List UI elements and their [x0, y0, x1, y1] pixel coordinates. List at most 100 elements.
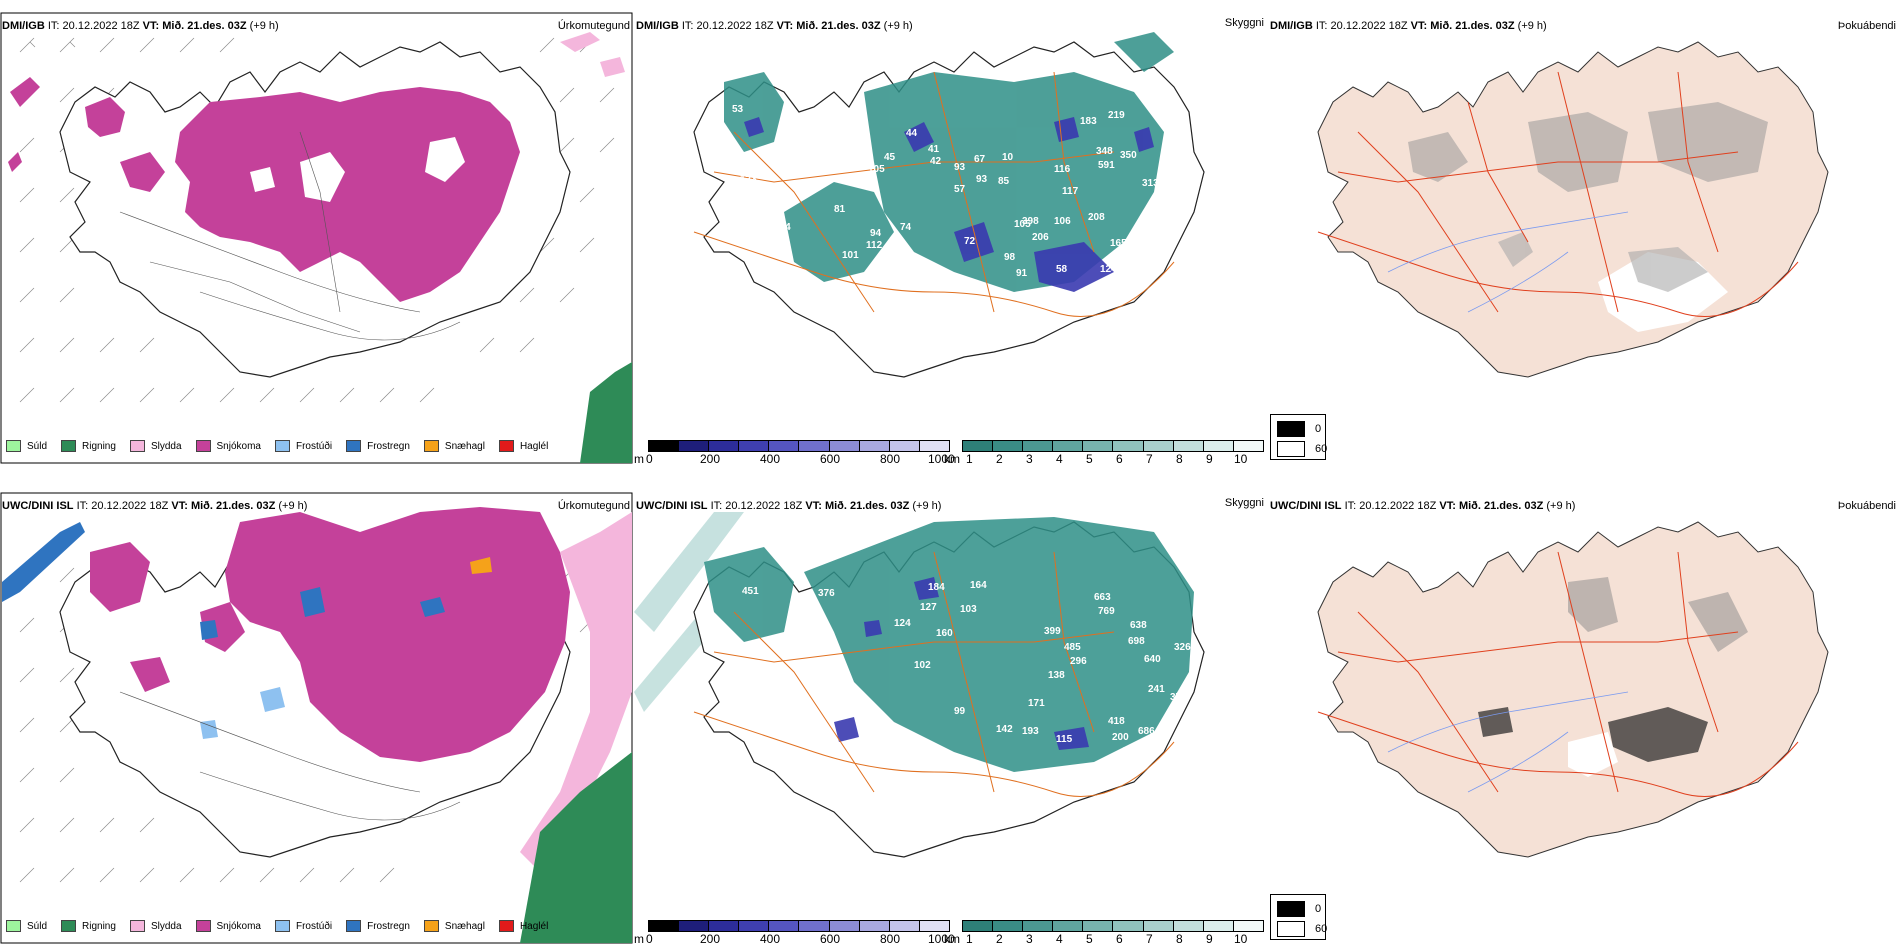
vis-label: 376	[818, 588, 835, 599]
vis-label: 105	[868, 164, 885, 175]
legend-label: Snæhagl	[444, 440, 485, 452]
model-name: UWC/DINI ISL	[636, 500, 708, 512]
visibility-km-colorbar	[962, 920, 1264, 932]
vis-label: 123	[740, 174, 757, 185]
tick: 5	[1086, 452, 1093, 466]
vis-label: 103	[960, 604, 977, 615]
precip-legend: Súld Rigning Slydda Snjókoma Frostúði Fr…	[6, 920, 548, 932]
km-unit: km	[944, 932, 960, 946]
vis-label: 379	[1170, 692, 1187, 703]
vis-label: 183	[1080, 116, 1097, 127]
legend-label: Frostregn	[367, 920, 410, 932]
legend-label: Súld	[27, 920, 48, 932]
vt-label: VT:	[142, 20, 160, 32]
visibility-blue-areas	[744, 117, 1154, 292]
legend-swatch	[61, 920, 77, 932]
panel-title-precip-type: Úrkomutegund	[557, 500, 630, 512]
vis-label: 206	[1032, 232, 1049, 243]
visibility-value-labels: 451 623 376 184 164 127 103 124 160 102 …	[742, 580, 1191, 877]
vis-label: 141	[930, 380, 947, 391]
vis-label: 324	[774, 222, 791, 233]
precip-type-map-uwc	[0, 492, 633, 944]
tick: 8	[1176, 452, 1183, 466]
vt-label: VT:	[171, 500, 188, 512]
vis-label: 138	[1048, 670, 1065, 681]
vis-label: 55	[754, 214, 766, 225]
vt-label: VT:	[1439, 500, 1456, 512]
tick: 800	[880, 452, 901, 466]
forecast-offset: (+9 h)	[249, 20, 279, 32]
header-row2-precip: UWC/DINI ISL IT: 20.12.2022 18Z VT: Mið.…	[2, 500, 307, 512]
legend-item-sudl: Súld	[6, 920, 47, 932]
vis-label: 110	[1060, 300, 1077, 311]
vis-label: 45	[884, 152, 896, 163]
vis-label: 164	[970, 580, 987, 591]
panel-precip-type-dmi: DMI/IGB IT: 20.12.2022 18Z VT: Mið. 21.d…	[0, 12, 634, 464]
vis-label: 418	[1108, 716, 1125, 727]
vis-label: 200	[1112, 732, 1129, 743]
fog-legend-min: 0	[1315, 423, 1322, 435]
vt-value: Mið. 21.des. 03Z	[162, 20, 247, 32]
it-label: IT:	[681, 20, 694, 32]
vt-label: VT:	[805, 500, 822, 512]
visibility-value-labels: 53 123 46 81 324 55 101 112 94 74 105 45…	[732, 104, 1187, 391]
legend-swatch	[129, 440, 145, 452]
legend-item-snaehagl: Snæhagl	[423, 440, 485, 452]
fog-areas	[1568, 577, 1748, 652]
panel-title-precip-type: Úrkomutegund	[557, 20, 630, 32]
legend-item-rigning: Rigning	[61, 920, 116, 932]
legend-item-frostregn: Frostregn	[346, 440, 410, 452]
tick: 7	[1146, 932, 1153, 946]
vis-label: 106	[1054, 216, 1071, 227]
tick: 400	[760, 932, 781, 946]
vt-label: VT:	[776, 20, 794, 32]
legend-swatch	[129, 920, 145, 932]
legend-swatch	[498, 440, 514, 452]
fog-legend-max: 60	[1315, 443, 1328, 455]
vis-label: 698	[1128, 636, 1145, 647]
forecast-offset: (+9 h)	[1546, 500, 1576, 512]
legend-item-slydda: Slydda	[129, 440, 182, 452]
vis-label: 171	[1028, 698, 1045, 709]
wind-barbs	[19, 37, 615, 403]
vis-label: 485	[1064, 642, 1081, 653]
it-label: IT:	[1315, 20, 1328, 32]
vis-label: 81	[834, 204, 846, 215]
snow-areas	[8, 77, 520, 302]
legend-label: Haglél	[519, 440, 549, 452]
tick: 10	[1234, 932, 1248, 946]
iceland-land	[1317, 521, 1829, 858]
legend-swatch	[423, 920, 439, 932]
legend-swatch	[61, 440, 77, 452]
vis-label: 638	[1130, 620, 1147, 631]
visibility-blue-areas	[834, 577, 1089, 750]
header-row1-visibility: DMI/IGB IT: 20.12.2022 18Z VT: Mið. 21.d…	[636, 20, 913, 32]
it-label: IT:	[1344, 500, 1357, 512]
vis-label: 135	[920, 866, 937, 877]
legend-label: Snjókoma	[216, 920, 261, 932]
vis-label: 296	[1070, 656, 1087, 667]
legend-item-haglel: Haglél	[498, 440, 549, 452]
precip-legend: Súld Rigning Slydda Snjókoma Frostúði Fr…	[6, 440, 548, 452]
legend-label: Haglél	[519, 920, 549, 932]
it-label: IT:	[47, 20, 60, 32]
panel-title-visibility: Skyggni	[1224, 497, 1264, 509]
forecast-offset: (+9 h)	[1517, 20, 1547, 32]
m-unit: m	[634, 932, 644, 946]
vis-label: 72	[964, 236, 976, 247]
vis-label: 184	[928, 582, 945, 593]
visibility-m-colorbar	[648, 920, 950, 932]
model-name: DMI/IGB	[2, 20, 45, 32]
tick: 6	[1116, 452, 1123, 466]
tick: 2	[996, 452, 1003, 466]
it-label: IT:	[76, 500, 89, 512]
legend-label: Frostúði	[295, 440, 333, 452]
vis-label: 591	[1098, 160, 1115, 171]
vis-label: 160	[936, 628, 953, 639]
tick: 1000	[928, 452, 955, 466]
vis-label: 142	[996, 724, 1013, 735]
legend-item-slydda: Slydda	[129, 920, 182, 932]
vis-label: 91	[1016, 268, 1028, 279]
vis-label: 105	[1014, 219, 1031, 230]
visibility-km-colorbar	[962, 440, 1264, 452]
